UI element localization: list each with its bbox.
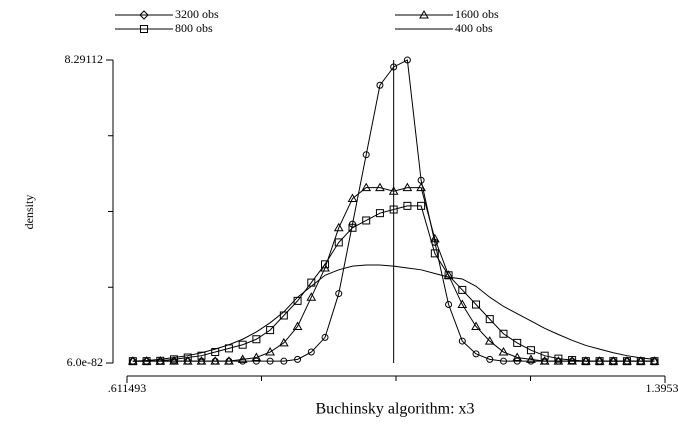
- data-point: [252, 357, 260, 365]
- data-point: [623, 357, 632, 366]
- data-point: [347, 193, 358, 203]
- data-point: [375, 209, 384, 218]
- data-point: [266, 326, 275, 335]
- data-point: [321, 333, 329, 341]
- data-point: [484, 336, 495, 345]
- data-point: [388, 186, 399, 195]
- data-point: [211, 348, 220, 357]
- data-point: [362, 216, 371, 225]
- data-point: [292, 321, 303, 330]
- data-point: [499, 357, 507, 365]
- data-point: [444, 271, 453, 280]
- data-point: [170, 355, 179, 364]
- data-point: [445, 301, 453, 309]
- data-point: [321, 260, 330, 269]
- data-point: [142, 357, 151, 366]
- data-point: [238, 340, 247, 349]
- data-point: [348, 223, 357, 232]
- legend-label: 1600 obs: [455, 7, 499, 21]
- y-tick-label: 6.0e-82: [67, 355, 103, 369]
- data-point: [472, 350, 480, 358]
- data-point: [361, 182, 372, 192]
- data-point: [266, 357, 274, 365]
- data-point: [499, 329, 508, 338]
- x-axis-title: Buchinsky algorithm: x3: [315, 401, 474, 418]
- legend-label: 3200 obs: [175, 7, 219, 21]
- x-tick-label: 1.39532: [646, 381, 678, 395]
- data-point: [375, 182, 385, 192]
- legend-label: 800 obs: [175, 21, 213, 35]
- data-point: [280, 357, 288, 365]
- data-point: [526, 346, 535, 355]
- series-line: [132, 264, 655, 362]
- y-axis-title: density: [22, 195, 36, 230]
- data-point: [210, 356, 221, 365]
- data-point: [376, 81, 384, 89]
- data-point: [485, 315, 494, 324]
- data-point: [196, 356, 207, 365]
- data-point: [252, 335, 261, 344]
- data-point: [554, 354, 563, 363]
- data-point: [539, 356, 550, 365]
- data-point: [224, 356, 234, 365]
- data-point: [498, 347, 509, 356]
- data-point: [650, 357, 659, 366]
- data-point: [156, 356, 165, 365]
- data-point: [362, 151, 370, 159]
- data-point: [403, 56, 411, 64]
- data-point: [389, 205, 398, 214]
- legend-marker: [419, 9, 429, 19]
- data-point: [595, 357, 604, 366]
- data-point: [471, 321, 481, 330]
- data-point: [458, 337, 466, 345]
- series-line: [132, 187, 655, 362]
- data-point: [417, 201, 426, 210]
- data-point: [472, 300, 481, 309]
- data-point: [237, 354, 248, 363]
- data-point: [335, 290, 343, 298]
- data-point: [512, 352, 523, 362]
- data-point: [526, 354, 536, 363]
- x-tick-label: .611493: [108, 381, 147, 395]
- data-point: [553, 356, 564, 365]
- data-point: [251, 352, 262, 362]
- data-point: [334, 238, 343, 247]
- data-point: [458, 285, 467, 294]
- data-point: [416, 182, 426, 192]
- data-point: [403, 201, 412, 210]
- data-point: [197, 351, 206, 360]
- data-point: [333, 222, 344, 232]
- data-point: [306, 292, 317, 301]
- legend-marker: [139, 10, 149, 20]
- data-point: [457, 299, 468, 309]
- data-point: [278, 337, 289, 347]
- data-point: [169, 356, 179, 365]
- data-point: [390, 63, 398, 71]
- data-point: [294, 355, 302, 363]
- data-point: [486, 355, 494, 363]
- legend-label: 400 obs: [455, 21, 493, 35]
- y-tick-label: 8.29112: [64, 52, 103, 66]
- data-point: [430, 249, 439, 258]
- data-point: [402, 182, 413, 192]
- data-point: [568, 356, 577, 365]
- data-point: [609, 357, 618, 366]
- data-point: [307, 348, 315, 356]
- data-point: [581, 357, 590, 366]
- data-point: [513, 357, 521, 365]
- data-point: [429, 233, 440, 243]
- data-point: [265, 347, 275, 356]
- data-point: [183, 353, 192, 362]
- data-point: [540, 351, 549, 360]
- series-line: [132, 205, 655, 362]
- data-point: [513, 338, 522, 347]
- legend-marker: [140, 25, 148, 33]
